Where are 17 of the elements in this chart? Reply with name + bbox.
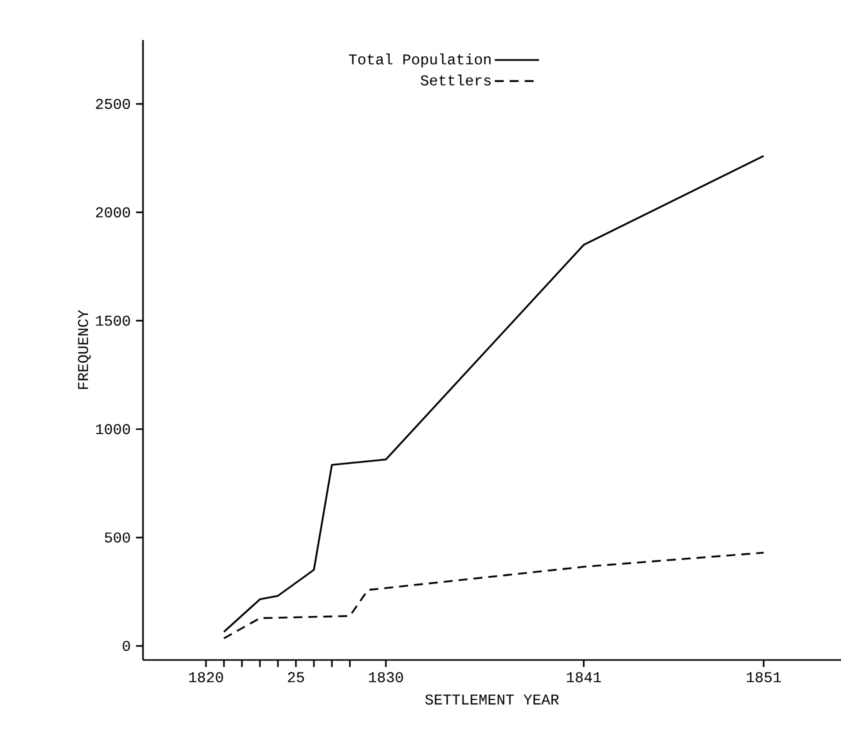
x-tick-label: 1841 — [566, 672, 601, 682]
y-tick-label: 1500 — [96, 316, 130, 326]
x-tick-label: 1851 — [746, 672, 781, 682]
y-tick-label: 0 — [122, 640, 130, 651]
line-series — [223, 552, 765, 640]
x-axis-title: SETTLEMENT YEAR — [425, 694, 559, 705]
x-tick-label: 1830 — [369, 672, 403, 682]
y-tick-label: 500 — [104, 532, 130, 543]
x-tick-label: 25 — [288, 672, 304, 682]
y-tick-label: 1000 — [96, 424, 130, 434]
y-tick-label: 2500 — [96, 98, 130, 110]
legend-label: Total Population — [348, 53, 491, 68]
y-axis-title: FREQUENCY — [78, 310, 91, 389]
y-tick-label: 2000 — [96, 207, 130, 218]
legend-label: Settlers — [420, 74, 491, 86]
line-series — [223, 155, 765, 633]
x-tick-label: 1820 — [189, 672, 223, 682]
